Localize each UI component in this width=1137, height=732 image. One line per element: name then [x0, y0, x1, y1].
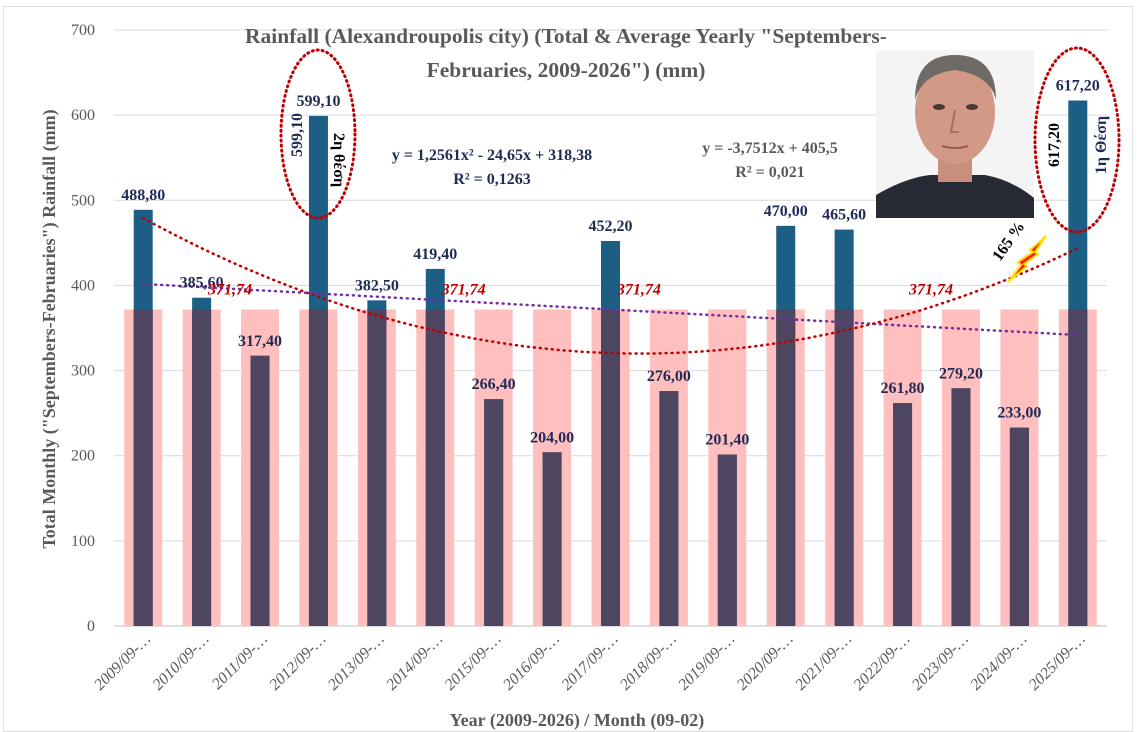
x-tick-label: 2015/09-… [442, 631, 505, 694]
x-tick-label: 2010/09-… [150, 631, 213, 694]
data-label: 452,20 [589, 218, 633, 235]
portrait-photo [876, 50, 1034, 218]
first-place-label: 1η Θέση [1093, 116, 1110, 174]
x-tick-label: 2014/09-… [383, 631, 446, 694]
data-label: 382,50 [355, 277, 399, 294]
data-label: 261,80 [881, 380, 925, 397]
second-place-label: 2η θέση [330, 133, 347, 187]
y-tick-label: 500 [71, 192, 95, 209]
x-tick-label: 2011/09-… [209, 631, 271, 693]
percent-annotation: 165 % [989, 219, 1028, 265]
y-axis-title: Total Monthly ("Septembers-Februaries") … [39, 109, 60, 548]
x-axis-title: Year (2009-2026) / Month (09-02) [450, 710, 705, 731]
x-tick-label: 2023/09-… [909, 631, 972, 694]
x-tick-label: 2016/09-… [500, 631, 563, 694]
rainfall-bar-overlap [659, 391, 679, 626]
highlight-ellipse-1st [1033, 46, 1121, 234]
rainfall-bar-overlap [308, 309, 328, 626]
x-tick-label: 2019/09-… [675, 631, 738, 694]
rainfall-bar-overlap [834, 309, 854, 626]
rainfall-bar-overlap [1009, 427, 1029, 626]
rainfall-bar-overlap [893, 403, 913, 626]
y-tick-label: 700 [71, 22, 95, 39]
poly-trend-r2: R² = 0,1263 [453, 171, 530, 188]
x-tick-label: 2021/09-… [792, 631, 855, 694]
second-value-vertical: 599,10 [289, 113, 306, 157]
linear-trend-equation: y = -3,7512x + 405,5 [702, 140, 838, 157]
data-label: 419,40 [413, 246, 457, 263]
y-tick-label: 300 [71, 363, 95, 380]
y-tick-label: 0 [87, 618, 95, 635]
data-label: 617,20 [1056, 77, 1100, 94]
y-tick-label: 200 [71, 448, 95, 465]
data-label: 201,40 [705, 432, 749, 449]
poly-trend-equation: y = 1,2561x² - 24,65x + 318,38 [392, 147, 592, 164]
rainfall-bar-overlap [1068, 309, 1088, 626]
average-label: 371,74 [207, 281, 252, 298]
data-label: 266,40 [472, 376, 516, 393]
first-value-vertical: 617,20 [1046, 123, 1063, 167]
x-tick-label: 2024/09-… [967, 631, 1030, 694]
data-label: 233,00 [997, 405, 1041, 422]
data-label: 276,00 [647, 368, 691, 385]
rainfall-bar-overlap [192, 309, 212, 626]
data-label: 599,10 [296, 93, 340, 110]
data-label: 465,60 [822, 207, 866, 224]
x-tick-label: 2022/09-… [850, 631, 913, 694]
x-tick-label: 2012/09-… [266, 631, 329, 694]
rainfall-bar-overlap [484, 399, 504, 626]
lightning-bolt-icon [1007, 235, 1047, 283]
chart-title-line2: Februaries, 2009-2026") (mm) [427, 58, 706, 82]
rainfall-bar-overlap [951, 388, 971, 626]
rainfall-bar-overlap [776, 309, 796, 626]
data-label: 488,80 [121, 187, 165, 204]
data-label: 317,40 [238, 333, 282, 350]
average-label: 371,74 [616, 281, 661, 298]
average-label: 371,74 [441, 281, 486, 298]
y-tick-label: 600 [71, 107, 95, 124]
data-label: 279,20 [939, 365, 983, 382]
rainfall-bar-overlap [542, 452, 562, 626]
data-label: 470,00 [764, 203, 808, 220]
rainfall-bar-overlap [367, 309, 387, 626]
x-tick-label: 2018/09-… [617, 631, 680, 694]
rainfall-bar-overlap [717, 454, 737, 626]
data-label: 204,00 [530, 429, 574, 446]
rainfall-bar-overlap [601, 309, 620, 626]
y-tick-label: 400 [71, 277, 95, 294]
average-label: 371,74 [908, 281, 953, 298]
rainfall-bar-overlap [133, 309, 153, 626]
y-tick-label: 100 [71, 533, 95, 550]
data-label: 385,60 [180, 275, 224, 292]
linear-trend-r2: R² = 0,021 [735, 164, 804, 181]
x-tick-label: 2009/09-… [91, 631, 154, 694]
polynomial-trendline [141, 216, 1080, 355]
rainfall-bar-overlap [250, 355, 270, 626]
rainfall-bar-overlap [425, 309, 445, 626]
highlight-ellipse-2nd [279, 48, 357, 220]
linear-trendline [141, 282, 1080, 337]
x-tick-label: 2017/09-… [558, 631, 621, 694]
x-tick-label: 2020/09-… [734, 631, 797, 694]
x-tick-label: 2025/09-… [1026, 631, 1089, 694]
chart-title-line1: Rainfall (Alexandroupolis city) (Total &… [245, 24, 887, 48]
x-tick-label: 2013/09-… [325, 631, 388, 694]
